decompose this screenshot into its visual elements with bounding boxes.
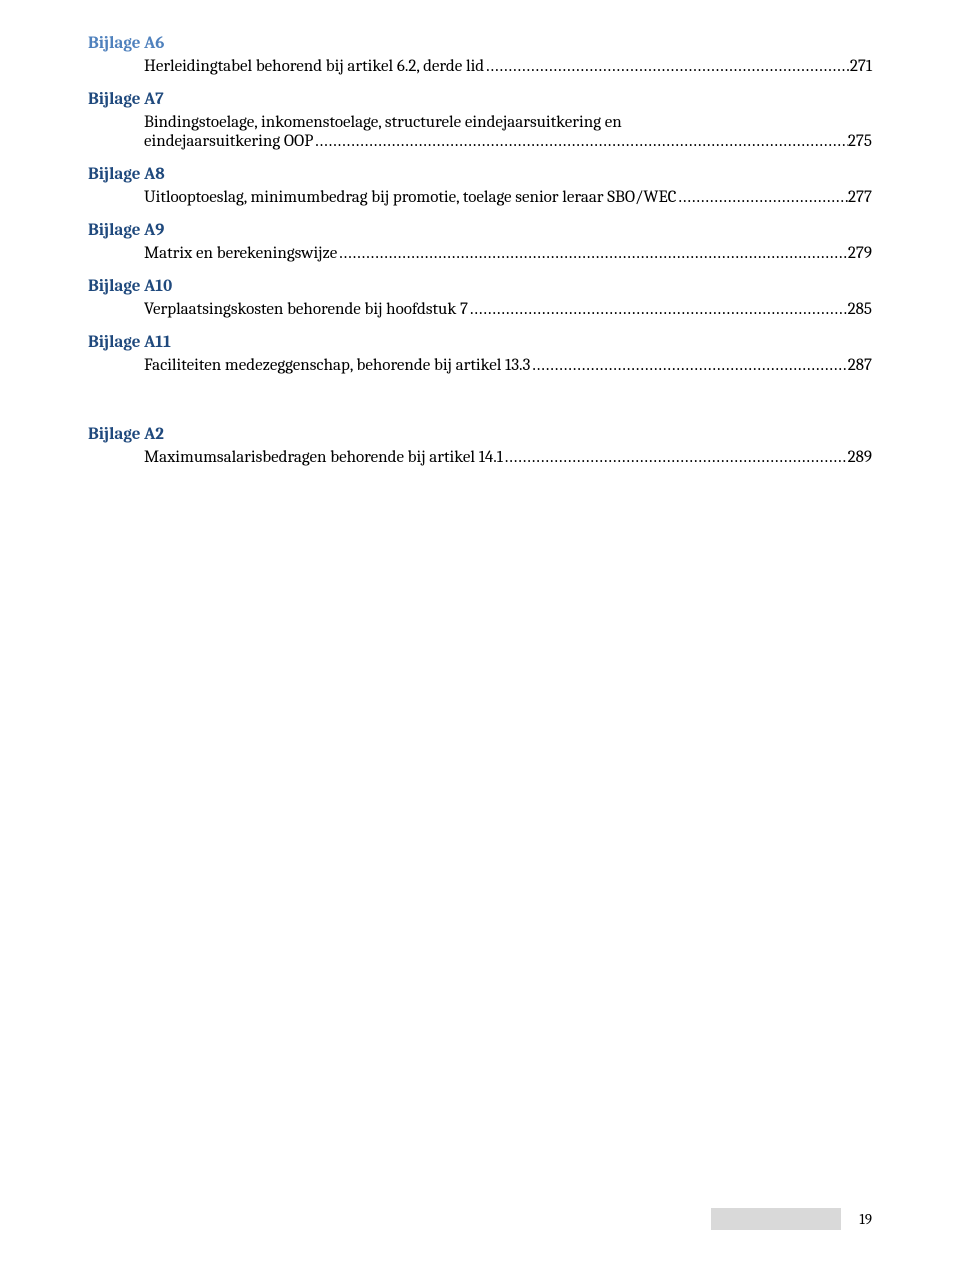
toc-leader — [337, 244, 848, 263]
toc-heading: Bijlage A8 — [88, 165, 872, 184]
toc-entry: Faciliteiten medezeggenschap, behorende … — [144, 356, 872, 375]
toc-entry: Bindingstoelage, inkomenstoelage, struct… — [144, 113, 872, 151]
toc-entry-text: Herleidingtabel behorend bij artikel 6.2… — [144, 57, 484, 76]
toc-entry-page: 289 — [848, 448, 872, 467]
toc-leader — [503, 448, 848, 467]
toc-entry-text: Maximumsalarisbedragen behorende bij art… — [144, 448, 503, 467]
toc-entry-page: 279 — [848, 244, 872, 263]
toc-entry: Herleidingtabel behorend bij artikel 6.2… — [144, 57, 872, 76]
footer-bar — [711, 1208, 841, 1230]
toc-heading: Bijlage A6 — [88, 34, 872, 53]
toc-entry-text: Faciliteiten medezeggenschap, behorende … — [144, 356, 530, 375]
toc-entry: Matrix en berekeningswijze 279 — [144, 244, 872, 263]
toc-entry-text: Bindingstoelage, inkomenstoelage, struct… — [144, 113, 872, 151]
toc-entry-page: 275 — [848, 132, 872, 151]
toc-entry-page: 271 — [850, 57, 872, 76]
toc-entry-text: Verplaatsingskosten behorende bij hoofds… — [144, 300, 468, 319]
toc-entry: Uitlooptoeslag, minimumbedrag bij promot… — [144, 188, 872, 207]
toc-entry: Maximumsalarisbedragen behorende bij art… — [144, 448, 872, 467]
toc-heading: Bijlage A10 — [88, 277, 872, 296]
toc-leader — [468, 300, 848, 319]
toc-entry-text: Matrix en berekeningswijze — [144, 244, 337, 263]
toc-heading: Bijlage A11 — [88, 333, 872, 352]
page-footer: 19 — [711, 1208, 872, 1230]
toc-leader — [313, 132, 848, 151]
toc-heading: Bijlage A7 — [88, 90, 872, 109]
toc-entry-text: Uitlooptoeslag, minimumbedrag bij promot… — [144, 188, 676, 207]
toc-heading: Bijlage A9 — [88, 221, 872, 240]
toc-entry-page: 277 — [848, 188, 872, 207]
page-number: 19 — [859, 1210, 872, 1228]
toc-leader — [530, 356, 847, 375]
toc-leader — [484, 57, 850, 76]
toc-entry-page: 287 — [848, 356, 872, 375]
toc-heading: Bijlage A2 — [88, 425, 872, 444]
toc-leader — [676, 188, 848, 207]
toc-entry: Verplaatsingskosten behorende bij hoofds… — [144, 300, 872, 319]
toc-entry-page: 285 — [848, 300, 872, 319]
